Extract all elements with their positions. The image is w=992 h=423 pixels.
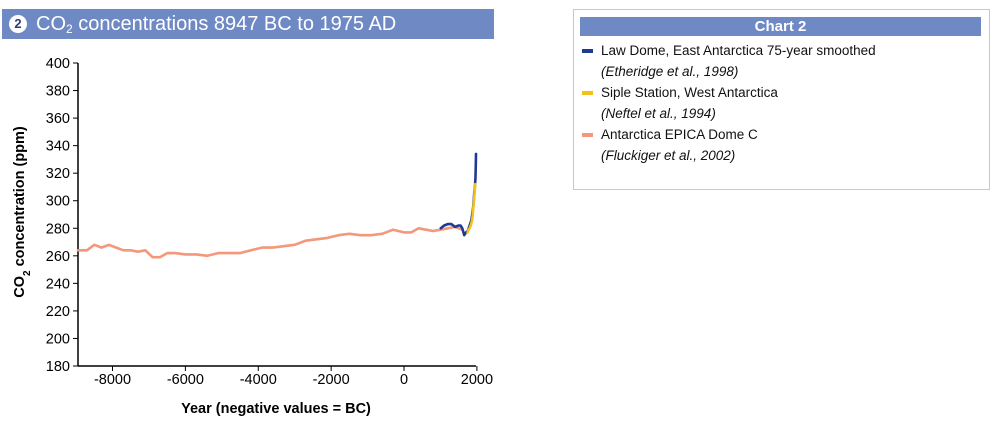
y-tick-label: 340 bbox=[46, 139, 70, 155]
chart-series bbox=[76, 152, 478, 259]
y-tick-label: 240 bbox=[46, 276, 70, 292]
legend-item-citation: (Fluckiger et al., 2002) bbox=[601, 148, 736, 163]
x-tick-label: 2000 bbox=[461, 372, 493, 388]
legend-item-name: Law Dome, East Antarctica 75-year smooth… bbox=[601, 43, 876, 58]
y-axis-label: CO2 concentration (ppm) bbox=[12, 126, 33, 298]
x-tick-label: 0 bbox=[400, 372, 408, 388]
co2-line-chart: 180 200 220 240 260 280 300 320 340 360 380 400 -800… bbox=[12, 56, 493, 417]
chart-title-rest: concentrations 8947 BC to 1975 AD bbox=[72, 12, 397, 35]
y-tick-label: 260 bbox=[46, 249, 70, 265]
x-tick-label: -6000 bbox=[167, 372, 204, 388]
x-tick-label: -2000 bbox=[313, 372, 350, 388]
legend-swatch-law-dome bbox=[582, 49, 593, 53]
y-tick-label: 300 bbox=[46, 194, 70, 210]
y-axis-label-rest: concentration (ppm) bbox=[12, 126, 28, 270]
chart-header: 2 CO2 concentrations 8947 BC to 1975 AD bbox=[2, 9, 494, 39]
chart-title: CO2 concentrations 8947 BC to 1975 AD bbox=[36, 13, 396, 36]
legend-item-name: Antarctica EPICA Dome C bbox=[601, 127, 758, 142]
chart-axes: 180 200 220 240 260 280 300 320 340 360 380 400 -800… bbox=[46, 56, 493, 388]
series-line-antarctica-epica-dome-c bbox=[76, 225, 464, 259]
y-tick-label: 400 bbox=[46, 56, 70, 72]
y-tick-label: 380 bbox=[46, 84, 70, 100]
y-tick-label: 200 bbox=[46, 331, 70, 347]
x-tick-label: -8000 bbox=[94, 372, 131, 388]
y-tick-label: 320 bbox=[46, 166, 70, 182]
y-tick-label: 180 bbox=[46, 359, 70, 375]
y-tick-label: 280 bbox=[46, 221, 70, 237]
x-tick-label: -4000 bbox=[240, 372, 277, 388]
chart-title-part: CO bbox=[36, 12, 66, 35]
chart-number-badge: 2 bbox=[9, 15, 27, 33]
y-tick-label: 220 bbox=[46, 304, 70, 320]
chart-title-subscript: 2 bbox=[66, 21, 73, 36]
y-axis-label-part: CO bbox=[12, 276, 28, 298]
legend-item-citation: (Neftel et al., 1994) bbox=[601, 106, 716, 121]
legend-title: Chart 2 bbox=[580, 17, 981, 36]
y-axis-label-subscript: 2 bbox=[22, 270, 33, 276]
x-axis-label: Year (negative values = BC) bbox=[181, 401, 371, 417]
legend-item-citation: (Etheridge et al., 1998) bbox=[601, 64, 739, 79]
legend-swatch-siple bbox=[582, 91, 593, 95]
legend: Chart 2 Law Dome, East Antarctica 75-yea… bbox=[573, 9, 990, 190]
y-tick-label: 360 bbox=[46, 111, 70, 127]
legend-swatch-epica bbox=[582, 133, 593, 137]
legend-item-name: Siple Station, West Antarctica bbox=[601, 85, 778, 100]
series-line-siple-station-west-antarctica bbox=[466, 182, 477, 234]
